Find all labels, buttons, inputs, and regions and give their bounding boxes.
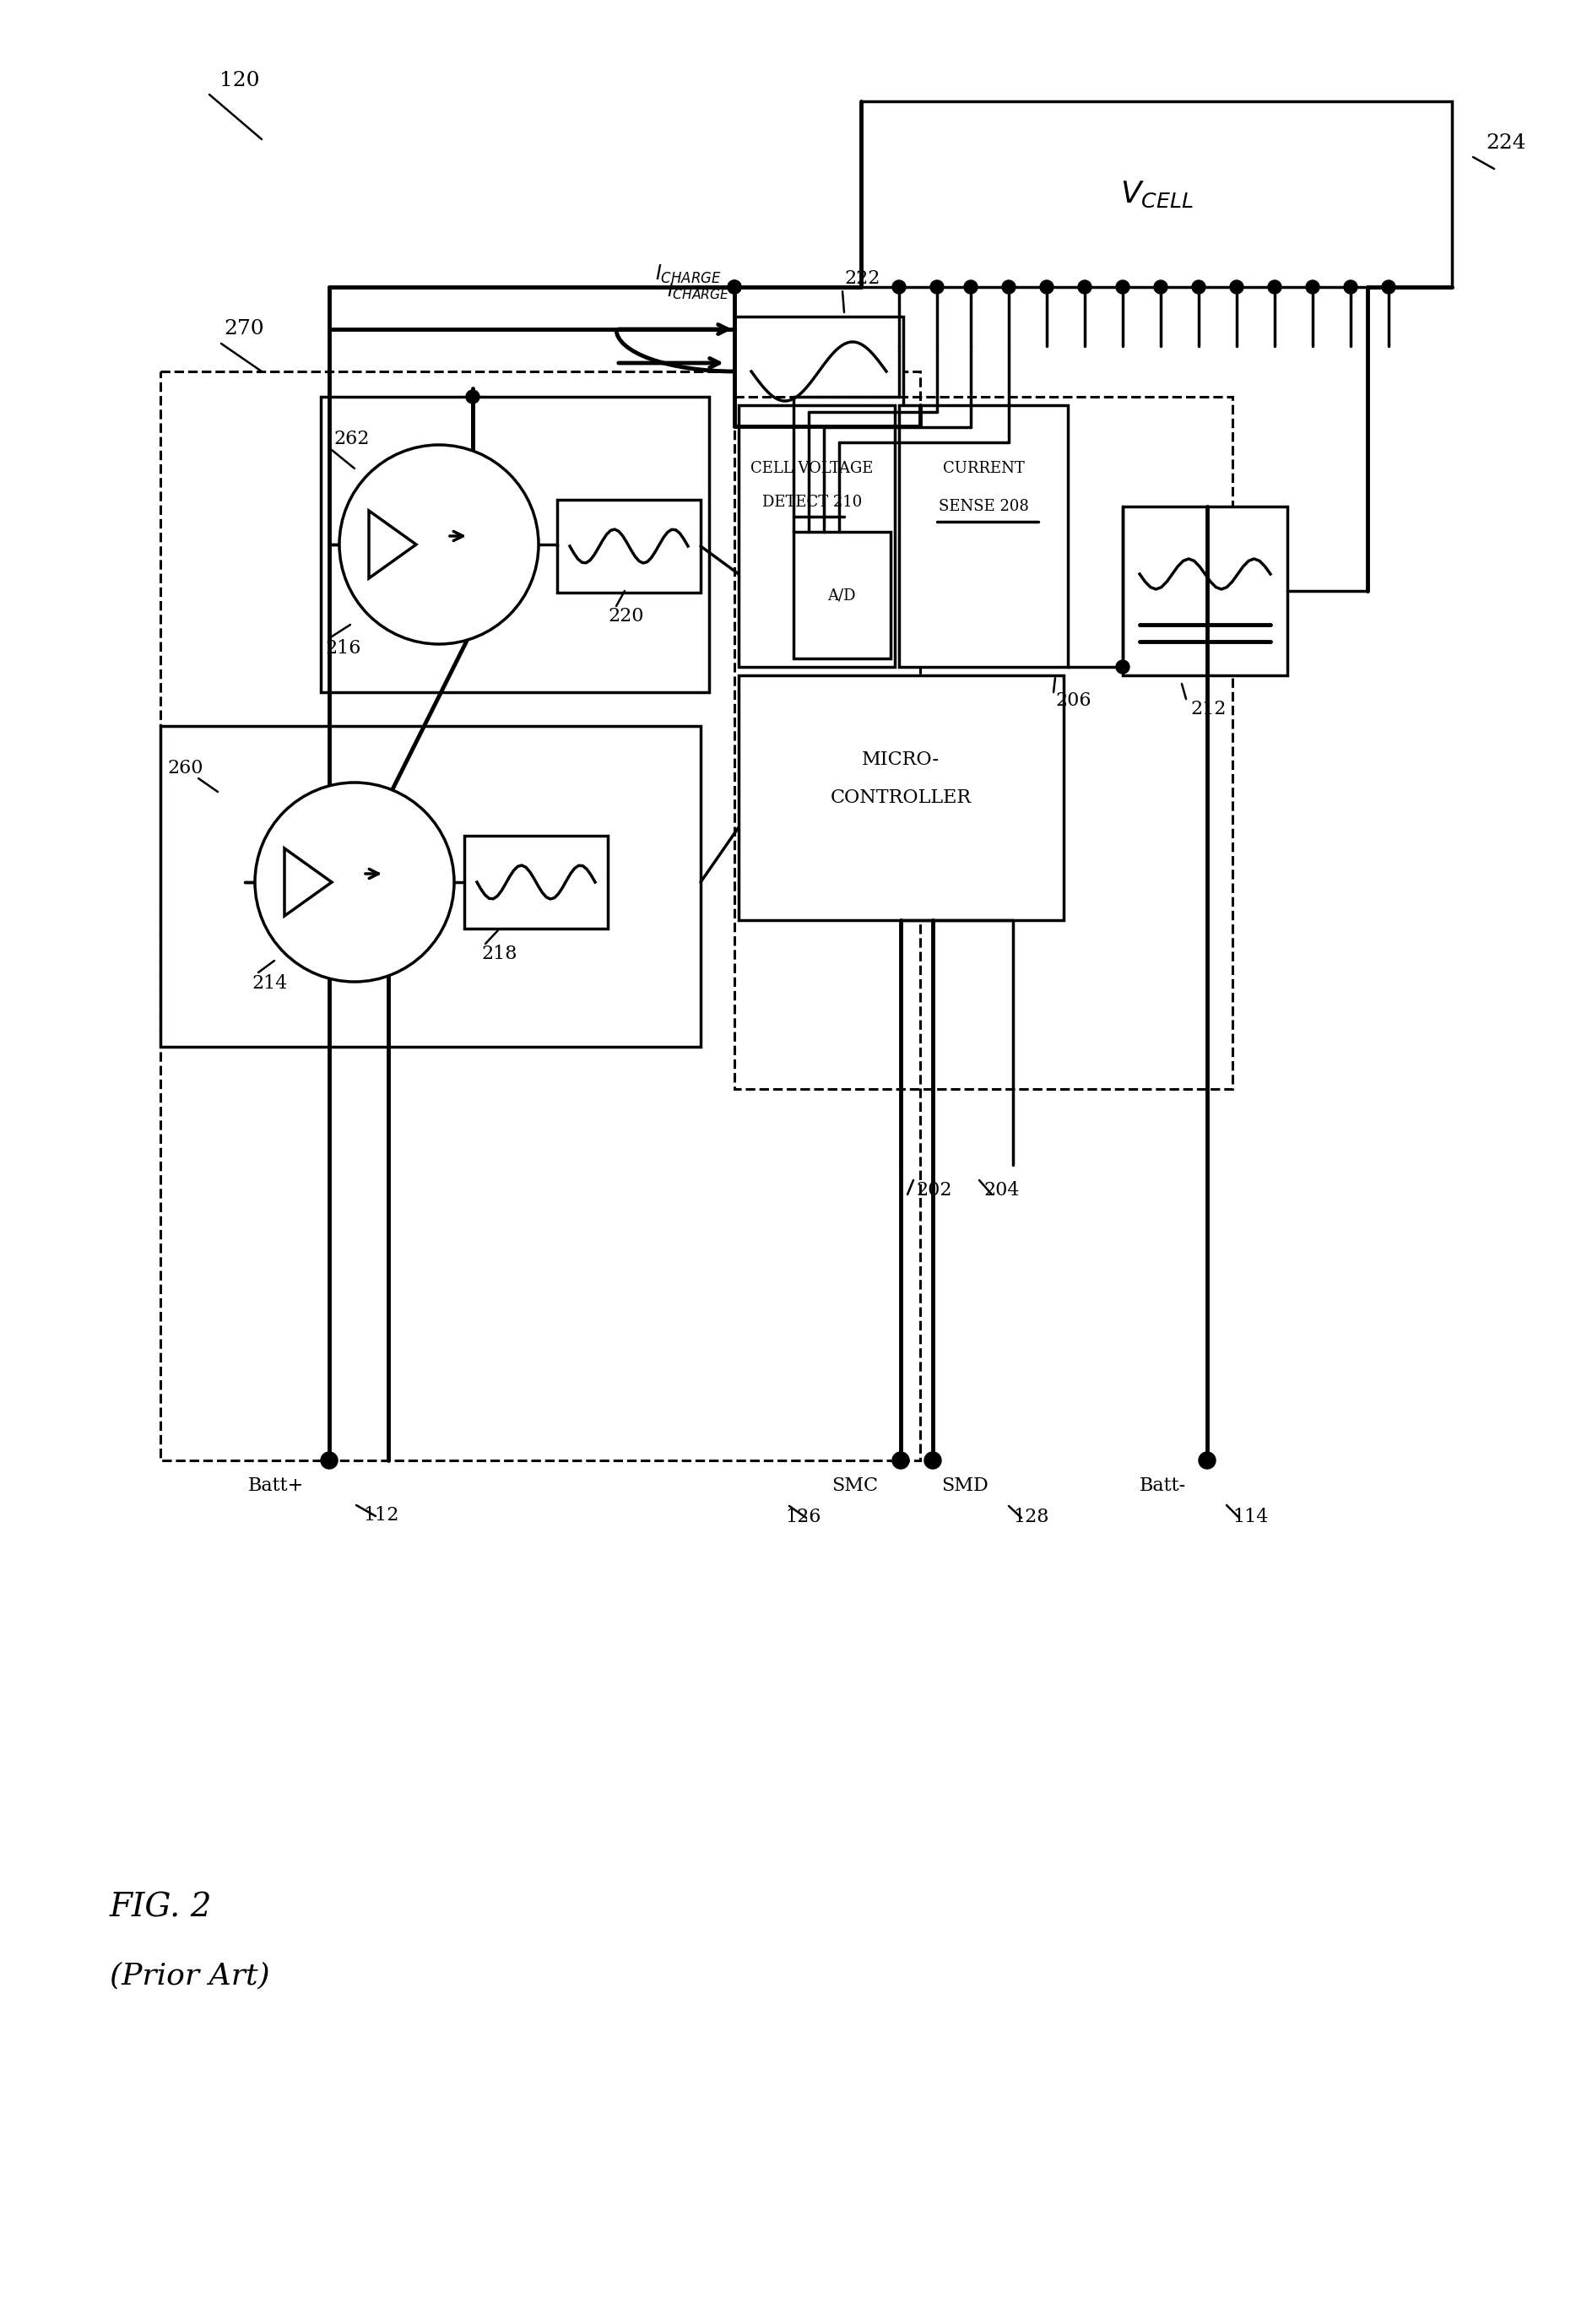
Text: 270: 270	[224, 318, 263, 339]
Bar	[735, 316, 903, 425]
Bar	[862, 102, 1452, 288]
Text: $I_{CHARGE}$: $I_{CHARGE}$	[655, 263, 722, 286]
Bar	[465, 837, 608, 930]
Bar	[794, 532, 890, 658]
Text: $I_{CHARGE}$: $I_{CHARGE}$	[667, 281, 730, 302]
Circle shape	[340, 444, 538, 644]
Text: A/D: A/D	[827, 588, 855, 602]
Polygon shape	[368, 511, 416, 579]
Text: 120: 120	[219, 70, 260, 91]
Text: 114: 114	[1233, 1508, 1268, 1527]
Circle shape	[467, 390, 479, 404]
Circle shape	[256, 783, 454, 981]
Text: MICRO-: MICRO-	[862, 751, 940, 769]
Text: Batt+: Batt+	[248, 1476, 303, 1494]
Circle shape	[1198, 1452, 1216, 1469]
Circle shape	[1306, 281, 1319, 293]
Text: 112: 112	[363, 1506, 398, 1525]
Bar	[321, 397, 709, 693]
Circle shape	[728, 281, 741, 293]
Circle shape	[1192, 281, 1206, 293]
Circle shape	[1382, 281, 1395, 293]
Text: FIG. 2: FIG. 2	[110, 1892, 213, 1924]
Text: 218: 218	[481, 944, 517, 962]
Circle shape	[892, 1452, 909, 1469]
Bar	[738, 676, 1063, 920]
Circle shape	[728, 281, 741, 293]
Text: 212: 212	[1190, 700, 1227, 718]
Circle shape	[1001, 281, 1016, 293]
Text: 220: 220	[608, 607, 644, 625]
Circle shape	[892, 281, 906, 293]
Text: 204: 204	[984, 1181, 1019, 1199]
Text: 216: 216	[325, 639, 360, 658]
Text: 260: 260	[167, 760, 203, 779]
Text: Batt-: Batt-	[1139, 1476, 1185, 1494]
Text: SMD: SMD	[941, 1476, 989, 1494]
Bar	[898, 404, 1068, 667]
Text: 224: 224	[1485, 135, 1527, 153]
Bar	[738, 404, 895, 667]
Text: $V_{CELL}$: $V_{CELL}$	[1120, 179, 1193, 209]
Circle shape	[963, 281, 978, 293]
Circle shape	[1116, 660, 1130, 674]
Bar	[160, 372, 920, 1459]
Text: SMC: SMC	[832, 1476, 878, 1494]
Circle shape	[924, 1452, 941, 1469]
Text: 126: 126	[786, 1508, 820, 1527]
Bar	[557, 500, 700, 593]
Text: SENSE 208: SENSE 208	[938, 500, 1028, 514]
Text: 214: 214	[252, 974, 287, 992]
Bar	[735, 397, 1233, 1090]
Text: 202: 202	[916, 1181, 952, 1199]
Circle shape	[1039, 281, 1054, 293]
Text: CELL VOLTAGE: CELL VOLTAGE	[751, 460, 873, 476]
Circle shape	[1268, 281, 1281, 293]
Text: 128: 128	[1013, 1508, 1049, 1527]
Circle shape	[930, 281, 944, 293]
Text: 206: 206	[1055, 690, 1092, 709]
Circle shape	[321, 1452, 338, 1469]
Circle shape	[1154, 281, 1168, 293]
Polygon shape	[284, 848, 332, 916]
Text: (Prior Art): (Prior Art)	[110, 1961, 270, 1989]
Text: 262: 262	[333, 430, 370, 449]
Text: CONTROLLER: CONTROLLER	[830, 788, 971, 806]
Circle shape	[1078, 281, 1092, 293]
Circle shape	[1230, 281, 1244, 293]
Bar	[160, 725, 700, 1046]
Text: CURRENT: CURRENT	[943, 460, 1024, 476]
Bar	[1122, 507, 1287, 676]
Circle shape	[1116, 281, 1130, 293]
Text: DETECT 210: DETECT 210	[762, 495, 862, 509]
Circle shape	[1344, 281, 1357, 293]
Text: 222: 222	[844, 270, 879, 288]
